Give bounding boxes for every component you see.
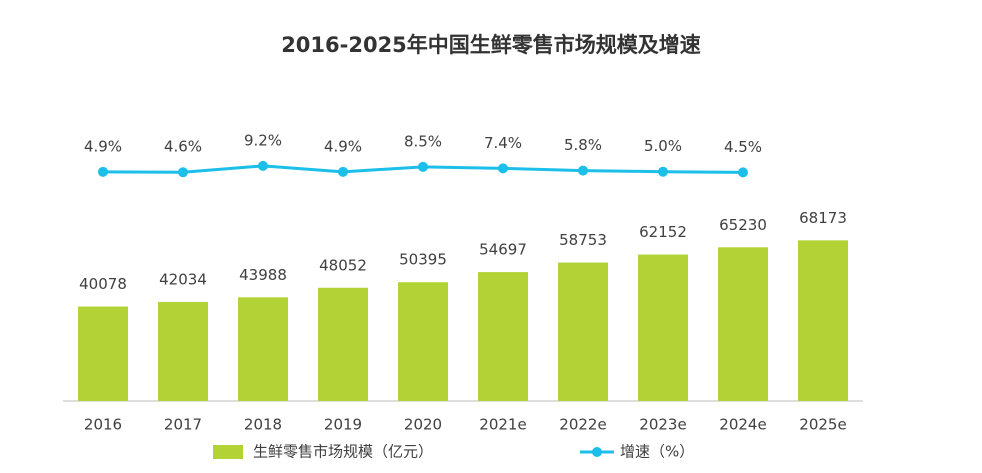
bar — [798, 240, 848, 401]
line-point — [658, 166, 668, 177]
line-point — [578, 165, 588, 176]
x-tick-label: 2016 — [84, 416, 122, 434]
data-label: 40078 — [79, 275, 127, 293]
data-label: 4.9% — [84, 137, 122, 155]
data-label: 42034 — [159, 270, 207, 288]
chart-title: 2016-2025年中国生鲜零售市场规模及增速 — [281, 33, 701, 57]
data-label: 54697 — [479, 241, 527, 259]
data-label: 65230 — [719, 216, 767, 234]
data-label: 68173 — [799, 209, 847, 227]
bar — [158, 301, 208, 401]
data-label: 43988 — [239, 266, 287, 284]
x-tick-label: 2021e — [479, 416, 526, 434]
data-label: 7.4% — [484, 134, 522, 152]
line-point — [258, 160, 268, 171]
x-tick-label: 2023e — [639, 416, 686, 434]
data-label: 4.6% — [164, 138, 202, 156]
x-tick-label: 2025e — [799, 416, 846, 434]
line-point — [178, 167, 188, 178]
bar — [318, 287, 368, 401]
bar — [238, 297, 288, 401]
data-label: 58753 — [559, 231, 607, 249]
legend-swatch — [592, 447, 602, 457]
x-tick-label: 2018 — [244, 416, 282, 434]
data-label: 9.2% — [244, 131, 282, 149]
bar — [558, 262, 608, 401]
bar — [718, 247, 768, 401]
data-label: 5.0% — [644, 137, 682, 155]
bar — [78, 306, 128, 401]
data-label: 4.9% — [324, 137, 362, 155]
data-label: 62152 — [639, 223, 687, 241]
legend-swatch — [213, 445, 243, 459]
line-point — [338, 166, 348, 177]
bar — [638, 254, 688, 401]
x-tick-label: 2024e — [719, 416, 766, 434]
line-point — [498, 163, 508, 174]
line-point — [738, 167, 748, 178]
x-tick-label: 2020 — [404, 416, 442, 434]
data-label: 4.5% — [724, 138, 762, 156]
x-tick-label: 2019 — [324, 416, 362, 434]
line-point — [418, 161, 428, 172]
data-label: 8.5% — [404, 132, 442, 150]
line-point — [98, 166, 108, 177]
legend-label: 生鲜零售市场规模（亿元） — [253, 443, 433, 461]
x-tick-label: 2017 — [164, 416, 202, 434]
bar — [478, 272, 528, 401]
data-label: 48052 — [319, 256, 367, 274]
x-tick-label: 2022e — [559, 416, 606, 434]
data-label: 50395 — [399, 251, 447, 269]
bar — [398, 282, 448, 401]
legend-label: 增速（%） — [620, 443, 694, 461]
data-label: 5.8% — [564, 136, 602, 154]
